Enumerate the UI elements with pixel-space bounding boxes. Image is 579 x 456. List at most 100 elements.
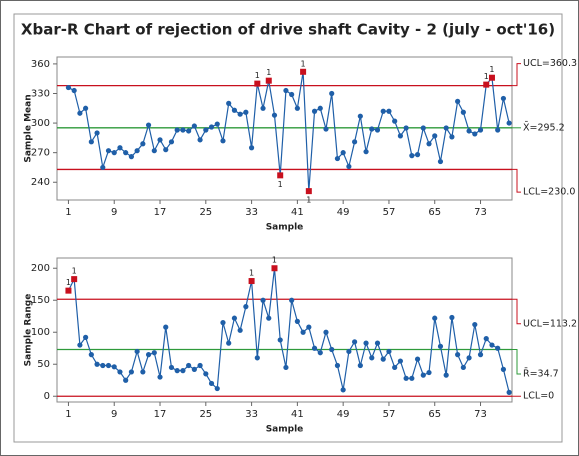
x-tick-label: 73: [474, 409, 487, 420]
point: [191, 123, 197, 129]
x-tick-label: 17: [154, 207, 167, 218]
point: [214, 121, 220, 127]
flag-label: 1: [66, 278, 71, 287]
point: [477, 127, 484, 133]
y-tick-label: 300: [31, 118, 50, 129]
x-tick-label: 1: [65, 207, 71, 218]
point: [237, 111, 243, 117]
flagged-point: [277, 172, 284, 179]
y-tick-label: 200: [31, 263, 50, 274]
point: [83, 334, 89, 340]
point: [289, 297, 295, 303]
x-axis-label: Sample: [266, 223, 304, 233]
point: [157, 374, 163, 380]
flagged-point: [248, 278, 255, 285]
y-tick-label: 150: [31, 295, 50, 306]
point: [495, 345, 501, 351]
flag-label: 1: [278, 180, 283, 189]
plot-area: [56, 56, 513, 201]
point: [386, 108, 392, 114]
point: [443, 372, 449, 378]
point: [352, 139, 358, 145]
x-tick-label: 57: [383, 409, 396, 420]
point: [397, 133, 403, 139]
point: [128, 369, 135, 375]
point: [168, 364, 175, 371]
point: [472, 131, 478, 137]
point: [163, 324, 169, 330]
point: [294, 105, 300, 111]
y-axis-label: Sample Range: [24, 294, 34, 367]
flagged-point: [271, 265, 278, 272]
y-tick-label: 50: [37, 359, 50, 370]
point: [203, 127, 209, 133]
x-tick-label: 33: [245, 409, 258, 420]
point: [380, 356, 386, 362]
point: [500, 95, 507, 102]
point: [105, 148, 112, 154]
point: [329, 90, 335, 97]
point: [145, 352, 152, 358]
limit-label: UCL=360.3: [523, 58, 577, 69]
x-tick-label: 73: [474, 207, 487, 218]
flag-label: 1: [489, 65, 494, 74]
point: [409, 375, 415, 381]
limit-bracket: [512, 63, 521, 87]
limit-bracket: [512, 298, 521, 325]
x-tick-label: 33: [245, 207, 258, 218]
point: [334, 155, 341, 162]
x-tick-label: 65: [428, 207, 441, 218]
point: [369, 126, 375, 132]
point: [495, 127, 501, 133]
y-axis-label: Sample Mean: [24, 94, 34, 162]
x-tick-label: 65: [428, 409, 441, 420]
point: [248, 145, 255, 151]
point: [363, 149, 369, 155]
x-tick-label: 17: [154, 409, 167, 420]
point: [369, 355, 375, 361]
y-tick-label: 330: [31, 88, 50, 99]
point: [397, 358, 403, 364]
point: [197, 362, 203, 369]
limit-label: UCL=113.2: [523, 318, 577, 329]
flag-label: 1: [306, 196, 311, 205]
point: [500, 366, 507, 372]
limit-bracket: [512, 168, 521, 193]
point: [226, 100, 232, 106]
flagged-point: [254, 80, 261, 87]
point: [180, 368, 186, 374]
point: [186, 128, 192, 134]
flagged-point: [300, 68, 307, 75]
point: [186, 362, 192, 369]
series-line: [67, 268, 510, 393]
point: [466, 128, 472, 134]
point: [174, 127, 180, 133]
x-tick-label: 41: [291, 409, 304, 420]
point: [472, 321, 478, 328]
point: [94, 130, 100, 136]
flag-label: 1: [255, 71, 260, 80]
point: [260, 297, 266, 303]
point: [65, 84, 72, 91]
point: [477, 352, 484, 358]
point: [386, 348, 392, 355]
x-tick-label: 9: [111, 207, 117, 218]
point: [226, 340, 232, 346]
point: [100, 362, 106, 369]
flagged-point: [483, 81, 490, 88]
point: [432, 133, 438, 139]
point: [426, 369, 432, 376]
point: [208, 380, 215, 387]
point: [311, 345, 318, 351]
point: [197, 137, 203, 143]
flagged-point: [71, 276, 78, 283]
point: [323, 126, 329, 132]
point: [455, 352, 461, 358]
point: [357, 113, 363, 119]
y-tick-label: 270: [31, 148, 50, 159]
flagged-point: [305, 188, 312, 195]
point: [140, 141, 146, 147]
x-tick-label: 25: [199, 207, 212, 218]
limit-label: R̄=34.7: [523, 368, 559, 380]
